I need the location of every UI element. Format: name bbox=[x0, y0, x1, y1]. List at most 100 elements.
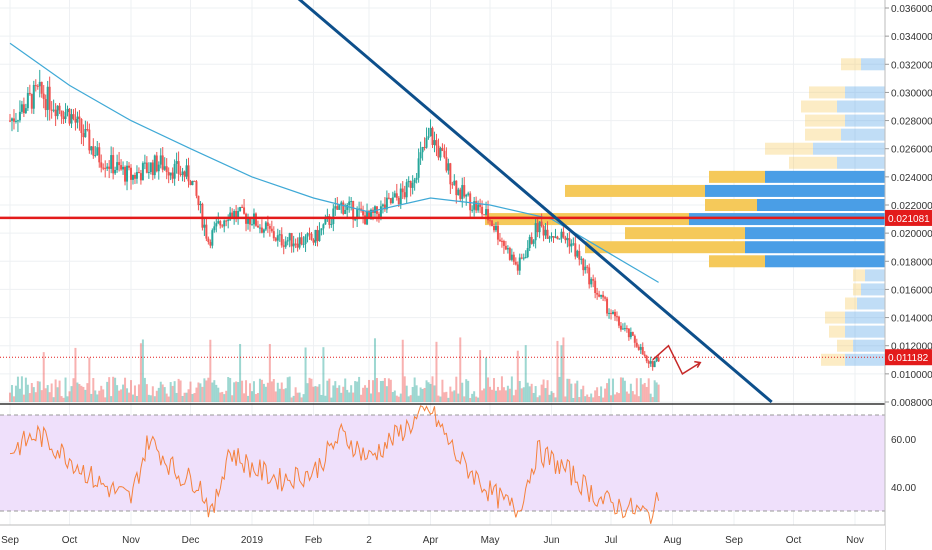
candle-body bbox=[617, 316, 620, 326]
candle-body bbox=[336, 206, 339, 210]
volume-bar bbox=[314, 386, 317, 402]
volume-bar bbox=[147, 394, 150, 402]
volume-profile-bar bbox=[837, 339, 853, 352]
time-tick-label: Jul bbox=[605, 535, 618, 546]
volume-bar bbox=[128, 392, 131, 402]
volume-bar bbox=[28, 393, 31, 402]
volume-bar bbox=[76, 382, 79, 402]
candle-body bbox=[415, 177, 418, 180]
candle-body bbox=[492, 225, 495, 231]
candle-body bbox=[437, 145, 440, 158]
candle-body bbox=[556, 236, 559, 240]
volume-bar bbox=[443, 392, 446, 402]
candle-body bbox=[96, 147, 99, 156]
candle-body bbox=[419, 152, 422, 159]
candle-body bbox=[625, 328, 628, 330]
candle-body bbox=[542, 225, 545, 236]
candle-body bbox=[14, 120, 17, 122]
volume-bar bbox=[30, 383, 33, 402]
candle-body bbox=[590, 279, 593, 285]
candle-body bbox=[282, 245, 285, 247]
volume-bar bbox=[538, 395, 541, 402]
candle-body bbox=[260, 227, 263, 233]
volume-bar bbox=[514, 389, 517, 402]
volume-profile bbox=[485, 58, 885, 366]
candle-body bbox=[211, 230, 214, 246]
volume-bar bbox=[179, 380, 182, 402]
volume-bar bbox=[393, 390, 396, 402]
volume-bar bbox=[510, 376, 513, 402]
volume-profile-bar bbox=[853, 283, 861, 296]
volume-bar bbox=[296, 392, 299, 402]
candle-body bbox=[324, 218, 327, 225]
time-axis-background bbox=[0, 525, 885, 550]
volume-bar bbox=[602, 397, 605, 402]
volume-bar bbox=[48, 392, 51, 402]
candle-body bbox=[451, 184, 454, 186]
volume-bar bbox=[219, 392, 222, 402]
volume-bar bbox=[46, 385, 49, 402]
price-tag bbox=[885, 349, 932, 366]
price-tick-label: 0.024000 bbox=[891, 173, 932, 184]
candle-body bbox=[387, 197, 390, 199]
candle-body bbox=[86, 129, 89, 131]
volume-bar bbox=[409, 395, 412, 402]
candle-body bbox=[395, 193, 398, 198]
candle-body bbox=[379, 206, 382, 219]
candle-body bbox=[540, 221, 543, 226]
candle-body bbox=[621, 328, 624, 330]
volume-bar bbox=[354, 381, 357, 402]
candle-body bbox=[100, 162, 103, 168]
candle-body bbox=[518, 257, 521, 271]
candle-body bbox=[70, 114, 73, 124]
candle-body bbox=[90, 146, 93, 151]
candle-body bbox=[532, 240, 535, 244]
candle-body bbox=[314, 229, 317, 243]
volume-bar bbox=[92, 378, 95, 402]
candle-body bbox=[46, 86, 49, 111]
volume-bar bbox=[310, 378, 313, 402]
projection-arrow bbox=[652, 344, 701, 375]
volume-bar bbox=[498, 390, 501, 402]
volume-bar bbox=[245, 380, 248, 402]
volume-bar bbox=[641, 384, 644, 402]
volume-bar bbox=[155, 390, 158, 402]
candle-body bbox=[163, 166, 166, 170]
volume-bar bbox=[600, 386, 603, 402]
candle-body bbox=[110, 155, 113, 169]
volume-bar bbox=[247, 395, 250, 402]
candle-body bbox=[391, 197, 394, 204]
volume-bar bbox=[177, 378, 180, 402]
candle-body bbox=[582, 258, 585, 271]
candle-body bbox=[175, 161, 178, 164]
volume-bar bbox=[183, 392, 186, 402]
volume-bar bbox=[617, 393, 620, 402]
candle-body bbox=[340, 202, 343, 205]
volume-bar bbox=[278, 388, 281, 402]
candle-body bbox=[201, 203, 204, 228]
time-tick-label: Aug bbox=[664, 535, 682, 546]
time-tick-label: Oct bbox=[786, 535, 802, 546]
volume-bar bbox=[504, 390, 507, 402]
volume-bar bbox=[477, 397, 480, 402]
volume-bar bbox=[137, 384, 140, 402]
candle-body bbox=[496, 225, 499, 240]
volume-bar bbox=[421, 388, 424, 402]
candle-body bbox=[38, 81, 41, 87]
volume-bar bbox=[199, 383, 202, 402]
candle-body bbox=[401, 188, 404, 193]
candle-body bbox=[292, 243, 295, 247]
candle-body bbox=[481, 206, 484, 215]
candle-body bbox=[322, 224, 325, 229]
candle-body bbox=[606, 298, 609, 314]
candle-body bbox=[66, 108, 69, 113]
time-tick-label: Nov bbox=[846, 535, 864, 546]
volume-profile-bar bbox=[845, 325, 885, 338]
candle-body bbox=[522, 257, 525, 259]
candle-body bbox=[473, 201, 476, 210]
volume-bar bbox=[655, 382, 658, 402]
candle-body bbox=[264, 222, 267, 230]
candle-body bbox=[34, 85, 37, 87]
volume-bar bbox=[129, 380, 132, 402]
